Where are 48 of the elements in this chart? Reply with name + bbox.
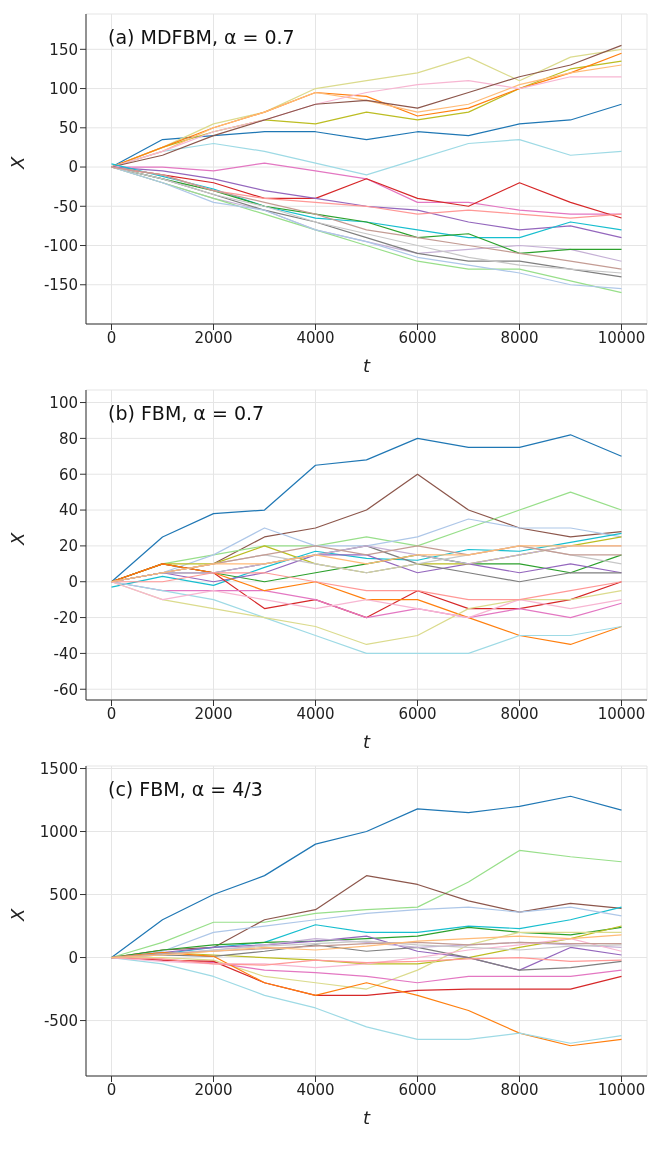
y-tick-label: 0 xyxy=(68,158,78,177)
x-tick-label: 2000 xyxy=(194,328,233,347)
y-tick-label: -60 xyxy=(53,680,78,699)
y-axis-title: X xyxy=(7,156,29,170)
x-axis-title: t xyxy=(362,355,371,376)
y-axis-title: X xyxy=(7,532,29,546)
y-tick-label: -50 xyxy=(53,197,78,216)
x-tick-label: 10000 xyxy=(597,328,646,347)
y-tick-label: 60 xyxy=(58,465,78,484)
text: (c) FBM, α = 4/3 xyxy=(108,778,263,800)
x-tick-label: 0 xyxy=(106,1080,117,1099)
y-tick-label: -20 xyxy=(53,608,78,627)
y-tick-label: -100 xyxy=(43,236,78,255)
y-tick-label: 100 xyxy=(49,79,78,98)
y-tick-label: 150 xyxy=(49,40,78,59)
y-tick-label: 50 xyxy=(58,119,78,138)
y-tick-label: 1000 xyxy=(39,822,78,841)
y-tick-label: -150 xyxy=(43,276,78,295)
x-tick-label: 2000 xyxy=(194,704,233,723)
x-tick-label: 6000 xyxy=(398,704,437,723)
x-tick-label: 8000 xyxy=(500,1080,539,1099)
x-tick-label: 10000 xyxy=(597,1080,646,1099)
x-axis-title: t xyxy=(362,731,371,752)
x-tick-label: 6000 xyxy=(398,328,437,347)
y-tick-label: 0 xyxy=(68,948,78,967)
y-tick-label: 500 xyxy=(49,885,78,904)
y-axis-title: X xyxy=(7,908,29,922)
y-tick-label: 80 xyxy=(58,429,78,448)
x-tick-label: 6000 xyxy=(398,1080,437,1099)
y-tick-label: 40 xyxy=(58,501,78,520)
x-tick-label: 0 xyxy=(106,704,117,723)
x-axis-title: t xyxy=(362,1107,371,1128)
y-tick-label: -40 xyxy=(53,644,78,663)
text: (b) FBM, α = 0.7 xyxy=(108,402,265,424)
y-tick-label: 100 xyxy=(49,393,78,412)
x-tick-label: 8000 xyxy=(500,328,539,347)
x-tick-label: 2000 xyxy=(194,1080,233,1099)
x-tick-label: 4000 xyxy=(296,1080,335,1099)
y-tick-label: -500 xyxy=(43,1011,78,1030)
y-tick-label: 0 xyxy=(68,573,78,592)
y-tick-label: 20 xyxy=(58,537,78,556)
x-tick-label: 10000 xyxy=(597,704,646,723)
text: (a) MDFBM, α = 0.7 xyxy=(108,26,295,48)
x-tick-label: 0 xyxy=(106,328,117,347)
x-tick-label: 8000 xyxy=(500,704,539,723)
x-tick-label: 4000 xyxy=(296,328,335,347)
y-tick-label: 1500 xyxy=(39,759,78,778)
x-tick-label: 4000 xyxy=(296,704,335,723)
